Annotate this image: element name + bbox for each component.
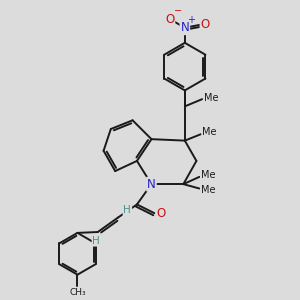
Text: N: N xyxy=(147,178,156,190)
Text: H: H xyxy=(92,236,100,246)
Text: H: H xyxy=(124,205,131,215)
Text: Me: Me xyxy=(204,93,218,103)
Text: Me: Me xyxy=(201,185,215,195)
Text: Me: Me xyxy=(202,127,217,137)
Text: +: + xyxy=(187,15,195,25)
Text: Me: Me xyxy=(201,170,215,180)
Text: O: O xyxy=(165,13,174,26)
Text: N: N xyxy=(180,21,189,34)
Text: O: O xyxy=(156,207,165,220)
Text: O: O xyxy=(200,18,210,31)
Text: −: − xyxy=(174,7,182,16)
Text: CH₃: CH₃ xyxy=(69,288,86,297)
